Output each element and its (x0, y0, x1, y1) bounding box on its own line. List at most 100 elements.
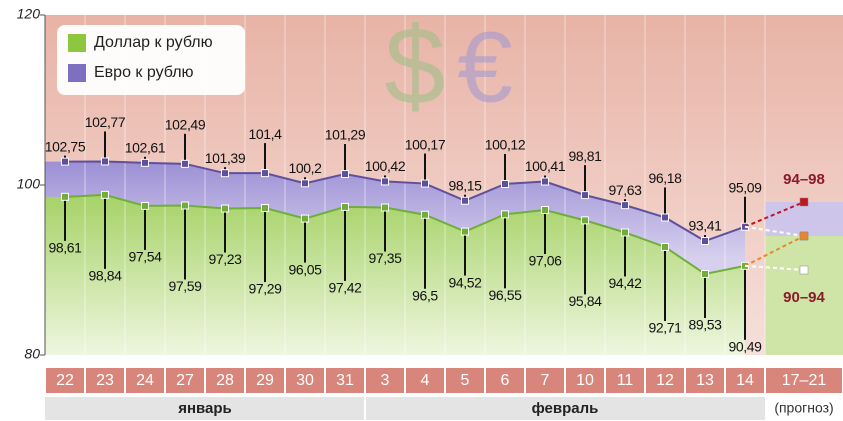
x-tick-label: 14 (736, 372, 754, 389)
legend-swatch (68, 64, 86, 82)
forecast-point (800, 266, 808, 274)
point (502, 211, 509, 218)
x-tick-label: 24 (136, 372, 154, 389)
point (102, 158, 109, 165)
value-label: 94,42 (608, 275, 642, 291)
value-label: 96,5 (412, 287, 438, 303)
point (582, 192, 589, 199)
value-label: 101,4 (248, 126, 282, 142)
point (582, 217, 589, 224)
value-label: 96,18 (648, 170, 682, 186)
legend-swatch (68, 34, 86, 52)
value-label: 98,84 (88, 268, 122, 284)
value-label: 100,12 (485, 137, 526, 153)
x-tick-label: 17–21 (782, 372, 827, 389)
value-label: 98,81 (568, 148, 602, 164)
value-label: 102,75 (45, 138, 86, 154)
x-tick-label: 6 (501, 372, 510, 389)
point (502, 180, 509, 187)
x-tick-label: 29 (256, 372, 274, 389)
point (382, 204, 389, 211)
point (542, 206, 549, 213)
point (142, 159, 149, 166)
x-tick-label: 10 (576, 372, 594, 389)
x-tick-label: 22 (56, 372, 74, 389)
value-label: 100,42 (365, 158, 406, 174)
value-label: 102,77 (85, 114, 126, 130)
forecast-label: 90–94 (783, 289, 825, 306)
point (222, 170, 229, 177)
value-label: 100,17 (405, 136, 446, 152)
y-tick-label: 80 (24, 346, 40, 362)
value-label: 96,55 (488, 287, 522, 303)
point (542, 178, 549, 185)
x-tick-label: 28 (216, 372, 234, 389)
x-tick-label: 3 (381, 372, 390, 389)
value-label: 89,53 (688, 317, 722, 333)
value-label: 100,2 (288, 160, 322, 176)
value-label: 102,61 (125, 140, 166, 156)
value-label: 97,42 (328, 280, 362, 296)
value-label: 102,49 (165, 117, 206, 133)
point (182, 160, 189, 167)
x-tick-label: 5 (461, 372, 470, 389)
point (302, 180, 309, 187)
point (462, 228, 469, 235)
point (622, 202, 629, 209)
value-label: 95,84 (568, 293, 602, 309)
value-label: 93,41 (688, 218, 722, 234)
point (422, 180, 429, 187)
point (182, 202, 189, 209)
chart: $ € 80 100 120 98,61 98,84 97,54 97,59 97,23 97,… (0, 0, 843, 421)
forecast-point (800, 198, 808, 206)
point (382, 178, 389, 185)
value-label: 98,61 (48, 240, 82, 256)
x-tick-label: 12 (656, 372, 674, 389)
point (102, 191, 109, 198)
point (262, 170, 269, 177)
value-label: 97,63 (608, 182, 642, 198)
point (662, 243, 669, 250)
point (302, 215, 309, 222)
x-tick-label: 4 (421, 372, 430, 389)
month-label: февраль (532, 400, 599, 417)
value-label: 92,71 (648, 320, 682, 336)
point (462, 197, 469, 204)
value-label: 97,35 (368, 250, 402, 266)
point (342, 203, 349, 210)
value-label: 96,05 (288, 261, 322, 277)
point (62, 158, 69, 165)
value-label: 100,41 (525, 158, 566, 174)
value-label: 95,09 (728, 179, 762, 195)
point (702, 270, 709, 277)
legend-label: Евро к рублю (94, 64, 194, 81)
y-tick-label: 100 (17, 176, 41, 192)
x-tick-label: 11 (617, 372, 634, 389)
x-tick-label: 23 (96, 372, 114, 389)
x-tick-label: 30 (296, 372, 314, 389)
forecast-point (800, 232, 808, 240)
point (702, 238, 709, 245)
point (262, 205, 269, 212)
decor-dollar: $ (384, 5, 445, 128)
x-tick-label: 31 (336, 372, 354, 389)
value-label: 101,29 (325, 127, 366, 143)
value-label: 90,49 (728, 339, 762, 355)
point (422, 211, 429, 218)
point (662, 214, 669, 221)
decor-euro: € (457, 11, 513, 123)
value-label: 94,52 (448, 274, 482, 290)
point (222, 205, 229, 212)
y-tick-label: 120 (17, 6, 41, 22)
value-label: 97,06 (528, 253, 562, 269)
month-label: январь (178, 400, 232, 417)
value-label: 97,59 (168, 278, 202, 294)
value-label: 97,29 (248, 281, 282, 297)
page: {"chart_data": {"type": "line", "categor… (0, 0, 843, 421)
forecast-note: (прогноз) (774, 400, 833, 416)
value-label: 97,23 (208, 251, 242, 267)
point (622, 229, 629, 236)
month-band (45, 397, 765, 420)
value-label: 97,54 (128, 249, 162, 265)
point (142, 202, 149, 209)
